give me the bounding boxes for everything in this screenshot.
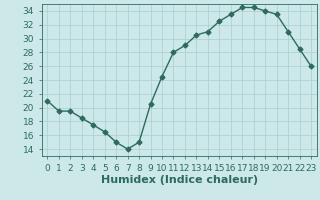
X-axis label: Humidex (Indice chaleur): Humidex (Indice chaleur) xyxy=(100,175,258,185)
